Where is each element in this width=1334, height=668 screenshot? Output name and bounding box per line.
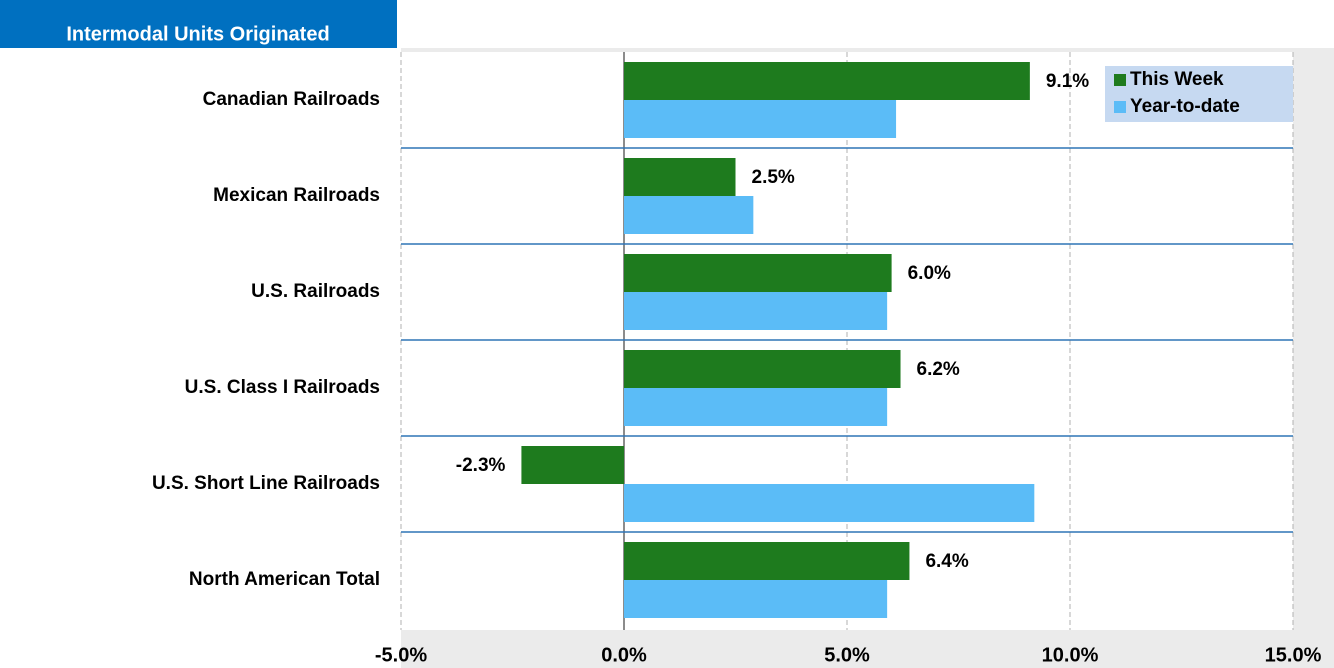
- legend-box: [1105, 66, 1293, 122]
- category-label: U.S. Short Line Railroads: [152, 473, 380, 494]
- bar: [624, 254, 892, 292]
- category-label: U.S. Railroads: [251, 281, 380, 302]
- x-tick-label: 15.0%: [1265, 644, 1322, 666]
- bar: [624, 62, 1030, 100]
- x-tick-label: 5.0%: [824, 644, 870, 666]
- category-label: Mexican Railroads: [213, 185, 380, 206]
- bar: [624, 580, 888, 618]
- value-label: 6.4%: [925, 551, 968, 572]
- bar: [624, 350, 901, 388]
- legend-swatch: [1114, 101, 1126, 113]
- bar: [624, 388, 888, 426]
- value-label: 2.5%: [752, 167, 795, 188]
- chart-title: Intermodal Units Originated: [66, 23, 329, 45]
- legend-label: This Week: [1130, 69, 1224, 90]
- x-tick-label: 0.0%: [601, 644, 647, 666]
- bar: [624, 100, 897, 138]
- category-label: Canadian Railroads: [203, 89, 380, 110]
- bar: [624, 158, 736, 196]
- bar: [624, 484, 1035, 522]
- bar: [624, 292, 888, 330]
- x-tick-label: -5.0%: [375, 644, 427, 666]
- category-label: North American Total: [189, 569, 380, 590]
- title-box: [0, 0, 397, 48]
- category-label: U.S. Class I Railroads: [185, 377, 380, 398]
- bar: [624, 196, 754, 234]
- bar: [624, 542, 910, 580]
- value-label: 9.1%: [1046, 71, 1089, 92]
- value-label: -2.3%: [456, 455, 506, 476]
- x-tick-label: 10.0%: [1042, 644, 1099, 666]
- bar: [521, 446, 624, 484]
- value-label: 6.2%: [917, 359, 960, 380]
- value-label: 6.0%: [908, 263, 951, 284]
- legend-swatch: [1114, 74, 1126, 86]
- legend-label: Year-to-date: [1130, 96, 1240, 117]
